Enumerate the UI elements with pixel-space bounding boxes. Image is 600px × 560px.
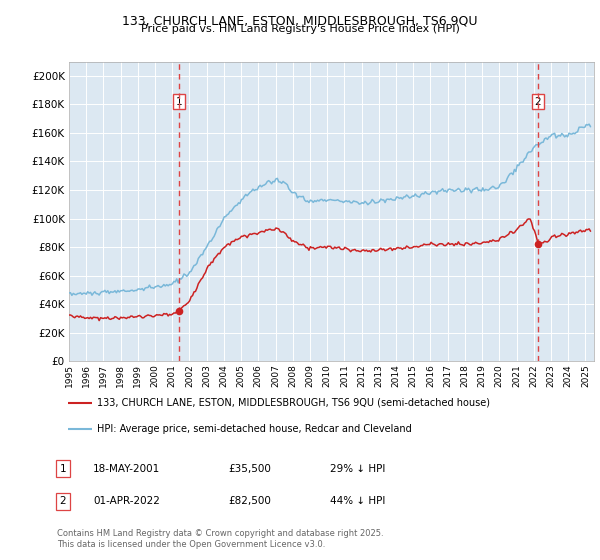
Text: 2: 2 — [535, 96, 541, 106]
Text: 01-APR-2022: 01-APR-2022 — [93, 496, 160, 506]
Text: 44% ↓ HPI: 44% ↓ HPI — [330, 496, 385, 506]
Text: Contains HM Land Registry data © Crown copyright and database right 2025.
This d: Contains HM Land Registry data © Crown c… — [57, 529, 383, 549]
Text: 133, CHURCH LANE, ESTON, MIDDLESBROUGH, TS6 9QU: 133, CHURCH LANE, ESTON, MIDDLESBROUGH, … — [122, 14, 478, 27]
Text: 133, CHURCH LANE, ESTON, MIDDLESBROUGH, TS6 9QU (semi-detached house): 133, CHURCH LANE, ESTON, MIDDLESBROUGH, … — [97, 398, 490, 408]
Text: 1: 1 — [59, 464, 67, 474]
Text: Price paid vs. HM Land Registry's House Price Index (HPI): Price paid vs. HM Land Registry's House … — [140, 24, 460, 34]
Text: 29% ↓ HPI: 29% ↓ HPI — [330, 464, 385, 474]
Text: 18-MAY-2001: 18-MAY-2001 — [93, 464, 160, 474]
Text: 2: 2 — [59, 496, 67, 506]
Text: £35,500: £35,500 — [228, 464, 271, 474]
Text: HPI: Average price, semi-detached house, Redcar and Cleveland: HPI: Average price, semi-detached house,… — [97, 424, 412, 433]
Text: 1: 1 — [175, 96, 182, 106]
Text: £82,500: £82,500 — [228, 496, 271, 506]
